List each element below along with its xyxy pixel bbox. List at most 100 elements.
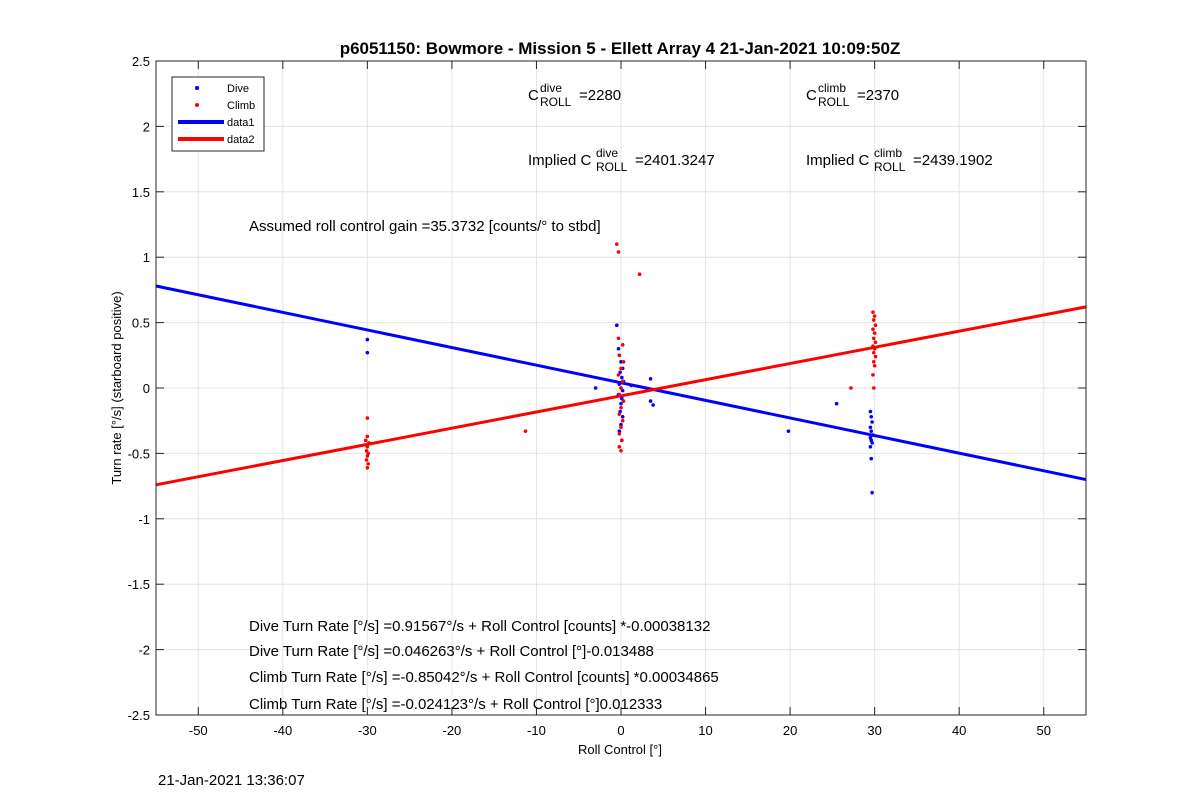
dive-point [871, 433, 875, 437]
climb-fit-counts: Climb Turn Rate [°/s] =-0.85042°/s + Rol… [249, 669, 719, 686]
dive-point [869, 414, 874, 419]
dive-point [619, 360, 623, 364]
climb-point [617, 353, 622, 358]
dive-point [617, 382, 622, 386]
svg-text:Implied C: Implied C [528, 152, 592, 169]
svg-text:Climb: Climb [227, 100, 255, 112]
climb-point [871, 350, 876, 355]
roll-gain-annotation: Assumed roll control gain =35.3732 [coun… [249, 218, 601, 235]
x-tick-label: -40 [273, 723, 292, 738]
implied-c-roll-climb-annotation: Implied C climb ROLL =2439.1902 [806, 146, 993, 174]
dive-point [620, 414, 625, 419]
implied-c-roll-dive-annotation: Implied C dive ROLL =2401.3247 [528, 146, 715, 174]
x-tick-label: 20 [783, 723, 797, 738]
climb-point [365, 416, 370, 420]
climb-point [366, 462, 371, 466]
y-tick-label: -1 [138, 512, 150, 527]
climb-point [621, 360, 626, 364]
climb-point [617, 412, 622, 416]
svg-text:=2401.3247: =2401.3247 [635, 152, 715, 169]
legend-item-climb: Climb [195, 100, 255, 112]
climb-point [367, 441, 371, 445]
dive-point [786, 429, 791, 433]
climb-point [620, 438, 624, 443]
dive-point [868, 425, 873, 430]
climb-point [871, 327, 875, 331]
svg-text:dive: dive [540, 81, 562, 95]
climb-point [619, 405, 623, 410]
dive-point [620, 396, 624, 401]
footer-timestamp: 21-Jan-2021 13:36:07 [158, 772, 305, 789]
svg-text:Dive: Dive [227, 83, 249, 95]
legend[interactable]: Dive Climb data1 data2 [171, 76, 265, 152]
dive-point [619, 401, 623, 406]
climb-point [872, 363, 877, 368]
svg-text:dive: dive [596, 146, 618, 160]
climb-point [617, 392, 622, 397]
climb-point [849, 386, 853, 390]
c-roll-dive-annotation: C dive ROLL =2280 [528, 81, 621, 109]
climb-point [523, 429, 528, 433]
svg-text:C: C [806, 87, 817, 104]
svg-text:climb: climb [874, 146, 902, 160]
svg-text:C: C [528, 87, 539, 104]
climb-point [871, 336, 876, 341]
dive-point [648, 399, 653, 403]
x-axis-label: Roll Control [°] [578, 742, 662, 757]
climb-point [620, 343, 625, 347]
y-tick-label: 0.5 [132, 316, 150, 331]
x-tick-label: -30 [358, 723, 377, 738]
dive-point [869, 456, 874, 461]
legend-item-data1: data1 [178, 117, 255, 129]
dive-point [629, 383, 633, 388]
x-tick-label: 10 [698, 723, 712, 738]
svg-text:ROLL: ROLL [874, 160, 906, 174]
climb-point [637, 272, 642, 277]
climb-point [872, 314, 877, 318]
climb-point [364, 448, 369, 453]
dive-point [619, 422, 623, 427]
dive-point [870, 441, 874, 445]
dive-point [870, 420, 874, 424]
climb-point [621, 399, 626, 403]
climb-point [619, 425, 623, 430]
svg-text:ROLL: ROLL [818, 95, 850, 109]
climb-point [872, 331, 877, 335]
dive-point [614, 323, 619, 328]
dive-point [869, 429, 874, 433]
x-tick-label: 30 [867, 723, 881, 738]
climb-point [617, 431, 622, 436]
x-tick-label: 50 [1036, 723, 1050, 738]
dive-point [617, 429, 622, 433]
climb-fit-degrees: Climb Turn Rate [°/s] =-0.024123°/s + Ro… [249, 696, 662, 713]
y-tick-label: 1 [143, 250, 150, 265]
climb-point [871, 318, 876, 322]
y-tick-label: -2.5 [128, 708, 150, 723]
climb-point [620, 379, 625, 384]
y-tick-label: -1.5 [128, 577, 150, 592]
climb-point [363, 438, 368, 443]
series-layer [155, 242, 1087, 495]
svg-text:data2: data2 [227, 134, 255, 146]
climb-point [614, 242, 619, 246]
climb-point [871, 373, 875, 377]
c-roll-climb-annotation: C climb ROLL =2370 [806, 81, 899, 109]
tick-marks [156, 60, 1086, 716]
fit-line-data2 [155, 305, 1087, 487]
dive-point [618, 370, 622, 375]
climb-point [871, 310, 875, 314]
climb-point [365, 465, 370, 470]
dive-point [868, 409, 873, 414]
x-tick-label: -20 [443, 723, 462, 738]
climb-point [619, 448, 623, 453]
climb-point [873, 340, 878, 345]
y-tick-label: -2 [138, 643, 150, 658]
svg-text:=2370: =2370 [857, 87, 899, 104]
y-axis-label: Turn rate [°/s] (starboard positive) [109, 291, 124, 484]
dive-point [365, 350, 370, 355]
climb-point [873, 323, 878, 328]
dive-point [868, 445, 873, 449]
climb-point [616, 373, 621, 377]
climb-point [873, 354, 878, 359]
